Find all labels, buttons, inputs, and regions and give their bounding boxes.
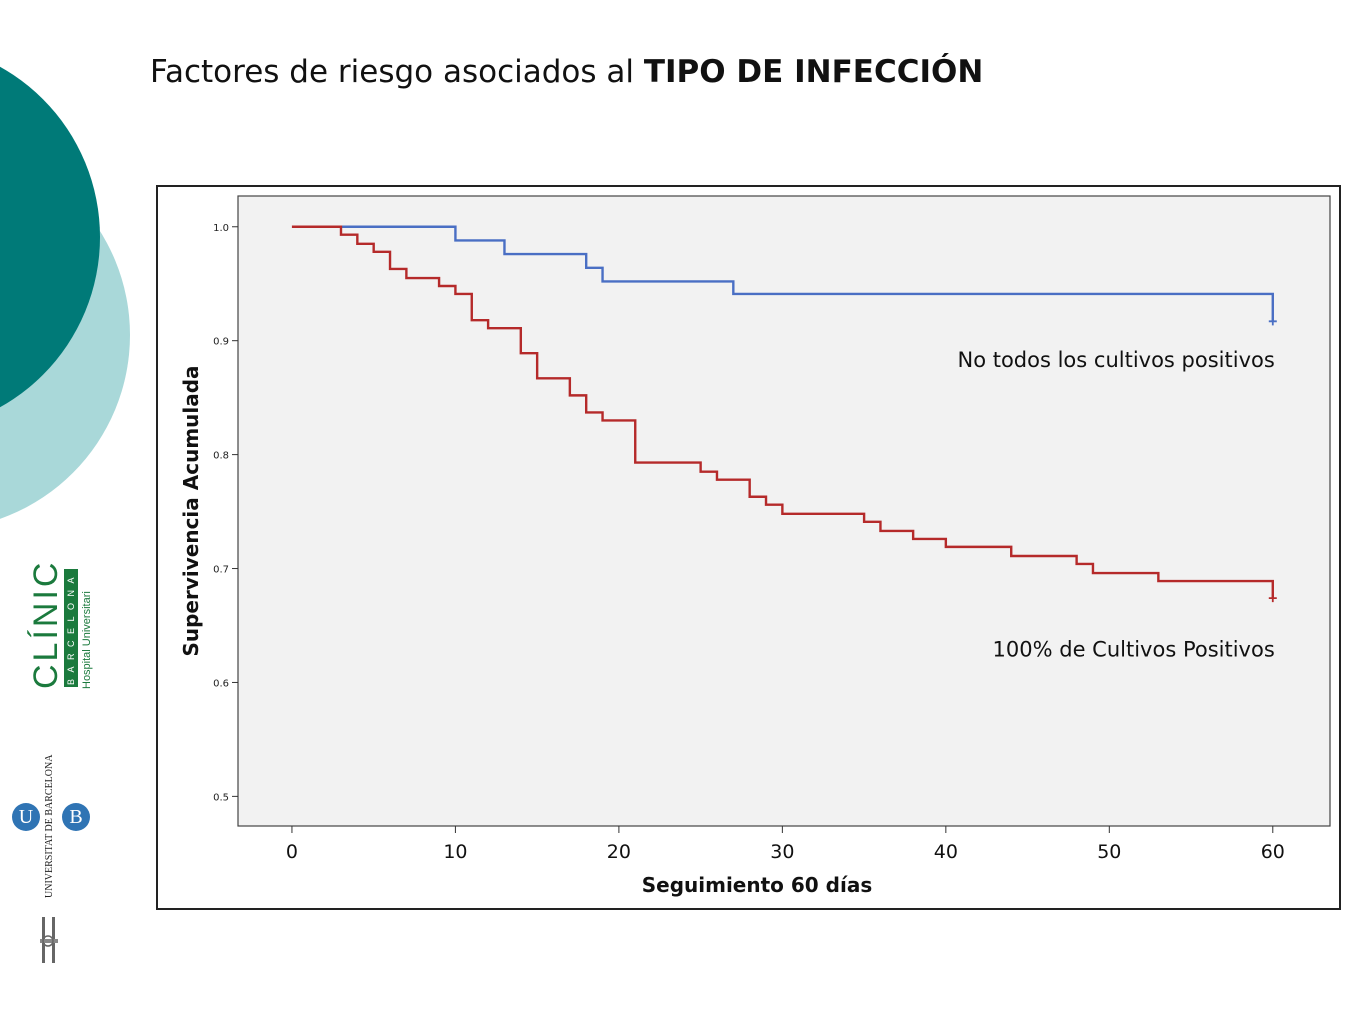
x-tick-label: 60 — [1261, 841, 1285, 863]
dark-teal-circle — [0, 66, 100, 408]
y-tick-label: 0.5 — [213, 792, 229, 803]
series-line-2 — [291, 225, 1274, 599]
x-tick-label: 0 — [286, 841, 298, 863]
clinic-logo-word: CLÍNIC — [27, 559, 65, 689]
x-tick-label: 50 — [1097, 841, 1121, 863]
y-tick-label: 0.8 — [213, 451, 229, 462]
slide-title-prefix: Factores de riesgo asociados al — [150, 54, 644, 90]
x-tick-label: 40 — [934, 841, 958, 863]
clinic-barcelona-logo: CLÍNIC BARCELONA Hospital Universitari — [27, 560, 100, 690]
series-line-1 — [291, 225, 1274, 322]
series-annotation: 100% de Cultivos Positivos — [993, 637, 1275, 661]
ub-emblem-icon — [40, 917, 58, 963]
ub-logo-b: B — [62, 803, 90, 831]
decorative-circles — [0, 66, 130, 519]
x-axis-label: Seguimiento 60 días — [642, 873, 873, 897]
x-tick-label: 30 — [770, 841, 794, 863]
y-tick-label: 0.9 — [213, 337, 229, 348]
slide-title: Factores de riesgo asociados al TIPO DE … — [150, 54, 983, 90]
ub-logo-u: U — [12, 803, 40, 831]
clinic-logo-city: BARCELONA — [64, 569, 78, 687]
chart-frame: 0.5 0.6 0.7 0.8 0.9 1.0 0 10 20 30 40 50 60 Seguimien… — [156, 185, 1341, 910]
slide-title-bold: TIPO DE INFECCIÓN — [643, 54, 984, 90]
universitat-de-barcelona-logo: UNIVERSITAT DE BARCELONA U B — [8, 733, 98, 963]
series-annotation: No todos los cultivos positivos — [957, 348, 1274, 372]
survival-chart: 0.5 0.6 0.7 0.8 0.9 1.0 0 10 20 30 40 50 60 Seguimien… — [179, 195, 1331, 897]
x-tick-label: 10 — [443, 841, 467, 863]
y-axis-label: Supervivencia Acumulada — [179, 365, 203, 656]
censor-mark — [1268, 594, 1277, 603]
plot-area — [237, 195, 1331, 827]
y-tick-label: 0.7 — [213, 565, 229, 576]
ub-logo-name: UNIVERSITAT DE BARCELONA — [44, 754, 55, 898]
y-tick-label: 0.6 — [213, 678, 229, 689]
censor-mark — [1268, 317, 1277, 326]
y-tick-label: 1.0 — [213, 223, 229, 234]
x-tick-label: 20 — [607, 841, 631, 863]
clinic-logo-hospital: Hospital Universitari — [81, 591, 93, 689]
